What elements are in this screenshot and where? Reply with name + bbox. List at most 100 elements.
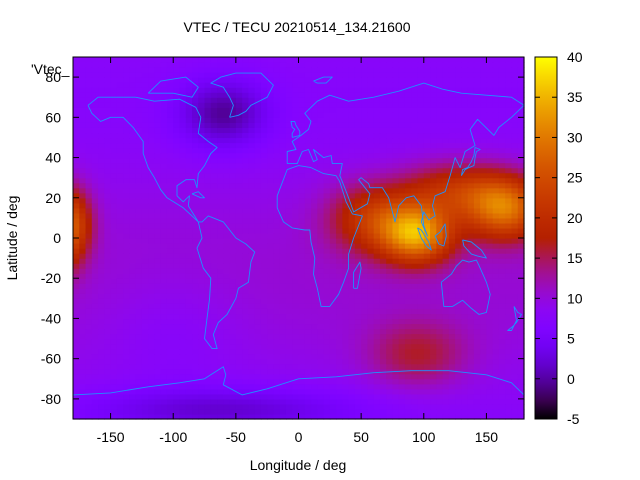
heat-cell	[285, 398, 293, 405]
heat-cell	[304, 238, 312, 244]
heat-cell	[104, 182, 112, 189]
heat-cell	[198, 383, 206, 390]
heat-cell	[110, 122, 118, 128]
heat-cell	[204, 97, 212, 103]
heat-cell	[329, 177, 337, 184]
heat-cell	[192, 358, 199, 365]
heat-cell	[292, 202, 300, 209]
heat-cell	[298, 147, 306, 154]
heat-cell	[267, 263, 275, 269]
heat-cell	[361, 147, 368, 154]
heat-cell	[185, 343, 193, 350]
heat-cell	[160, 273, 168, 279]
heat-cell	[229, 107, 237, 113]
heat-cell	[116, 152, 124, 159]
heat-cell	[141, 283, 149, 289]
heat-cell	[254, 97, 262, 103]
heat-cell	[392, 408, 400, 415]
heat-cell	[436, 373, 444, 380]
heat-cell	[455, 147, 462, 154]
heat-cell	[348, 408, 356, 415]
heat-cell	[85, 408, 93, 415]
heat-cell	[91, 303, 99, 309]
heat-cell	[223, 82, 231, 88]
heat-cell	[392, 323, 400, 330]
heat-cell	[442, 288, 450, 294]
heat-cell	[229, 383, 237, 390]
heat-cell	[210, 278, 218, 284]
heat-cell	[404, 202, 412, 209]
heat-cell	[517, 363, 525, 370]
heat-cell	[361, 112, 368, 118]
heat-cell	[379, 172, 387, 179]
heat-cell	[217, 348, 224, 355]
heat-cell	[298, 263, 306, 269]
heat-cell	[91, 177, 99, 184]
heat-cell	[229, 343, 237, 350]
heat-cell	[336, 202, 343, 209]
heat-cell	[217, 338, 224, 345]
heat-cell	[73, 298, 80, 304]
heat-cell	[148, 82, 156, 88]
heat-cell	[254, 258, 262, 264]
heat-cell	[480, 82, 488, 88]
heat-cell	[254, 343, 262, 350]
heat-cell	[492, 212, 500, 219]
heat-cell	[304, 328, 312, 335]
heat-cell	[229, 303, 237, 309]
heat-cell	[254, 303, 262, 309]
heat-cell	[467, 408, 475, 415]
heat-cell	[423, 258, 431, 264]
heat-cell	[229, 413, 237, 420]
heat-cell	[141, 378, 149, 385]
heat-cell	[242, 142, 249, 149]
heat-cell	[141, 383, 149, 390]
heat-cell	[267, 197, 275, 204]
heat-cell	[116, 142, 124, 149]
heat-cell	[448, 212, 456, 219]
heat-cell	[348, 373, 356, 380]
heat-cell	[417, 142, 425, 149]
heat-cell	[285, 187, 293, 194]
heat-cell	[329, 318, 337, 325]
heat-cell	[361, 117, 368, 123]
heat-cell	[455, 343, 462, 350]
heat-cell	[123, 167, 130, 174]
heat-cell	[79, 358, 87, 365]
heat-cell	[85, 157, 93, 164]
heat-cell	[173, 172, 181, 179]
heat-cell	[285, 383, 293, 390]
heat-cell	[260, 323, 268, 330]
heat-cell	[354, 162, 362, 169]
heat-cell	[198, 278, 206, 284]
heat-cell	[373, 142, 381, 149]
heat-cell	[154, 318, 162, 325]
heat-cell	[367, 388, 375, 395]
heat-cell	[79, 273, 87, 279]
heat-cell	[361, 127, 368, 134]
heat-cell	[135, 408, 143, 415]
heat-cell	[192, 122, 199, 128]
heat-cell	[91, 338, 99, 345]
heat-cell	[455, 253, 462, 259]
heat-cell	[386, 102, 394, 108]
heat-cell	[448, 147, 456, 154]
heat-cell	[173, 353, 181, 360]
heat-cell	[91, 87, 99, 93]
heat-cell	[298, 122, 306, 128]
heat-cell	[417, 248, 425, 254]
heat-cell	[430, 127, 437, 134]
heat-cell	[85, 197, 93, 204]
heat-cell	[498, 197, 506, 204]
heat-cell	[141, 92, 149, 98]
heat-cell	[348, 328, 356, 335]
heat-cell	[154, 293, 162, 299]
heat-cell	[279, 393, 287, 400]
heat-cell	[104, 403, 112, 410]
heat-cell	[473, 368, 481, 375]
heat-cell	[292, 343, 300, 350]
heat-cell	[285, 157, 293, 164]
heat-cell	[311, 378, 318, 385]
heat-cell	[480, 268, 488, 274]
heat-cell	[104, 192, 112, 199]
